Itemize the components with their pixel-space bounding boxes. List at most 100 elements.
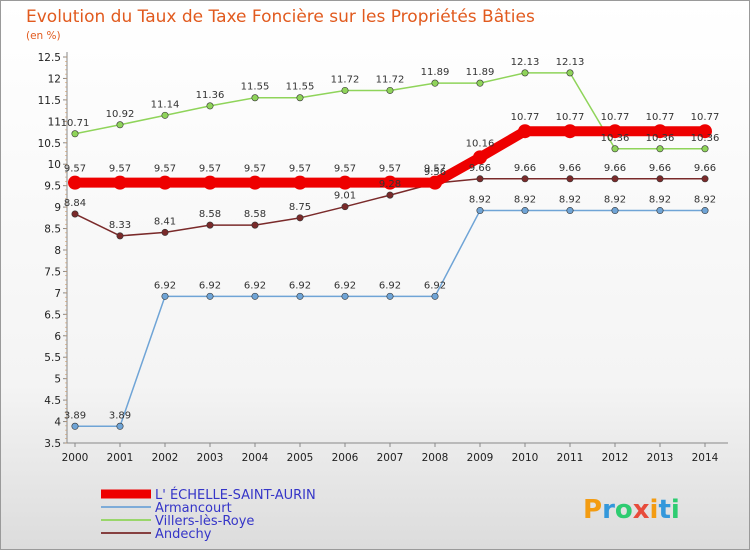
data-point — [383, 175, 397, 190]
data-point — [161, 292, 169, 300]
data-label: 9.57 — [109, 164, 131, 175]
data-label: 8.58 — [199, 209, 221, 220]
data-label: 9.66 — [559, 163, 581, 174]
data-label: 9.66 — [469, 163, 491, 174]
y-tick-label: 11.5 — [38, 95, 61, 107]
data-label: 11.55 — [286, 82, 315, 93]
x-tick-label: 2014 — [692, 452, 719, 464]
y-tick-label: 5.5 — [44, 352, 61, 364]
x-tick-label: 2001 — [107, 452, 134, 464]
data-label: 11.72 — [331, 74, 360, 85]
data-point — [701, 175, 709, 183]
data-point — [521, 175, 529, 183]
data-label: 11.89 — [466, 67, 495, 78]
data-label: 8.92 — [514, 195, 536, 206]
data-label: 8.41 — [154, 216, 176, 227]
x-tick-label: 2011 — [557, 452, 584, 464]
data-label: 8.92 — [604, 195, 626, 206]
axes: 3.544.555.566.577.588.599.51010.51111.51… — [38, 52, 728, 464]
series-points — [68, 69, 712, 430]
data-label: 9.57 — [64, 164, 86, 175]
proxiti-logo: Proxiti — [583, 495, 680, 525]
data-label: 9.57 — [379, 164, 401, 175]
data-label: 10.36 — [601, 133, 630, 144]
data-label: 10.77 — [601, 112, 630, 123]
y-tick-label: 4.5 — [44, 395, 61, 407]
data-point — [386, 292, 394, 300]
x-tick-label: 2004 — [242, 452, 269, 464]
data-point — [473, 150, 487, 165]
data-point — [116, 121, 124, 129]
data-label: 8.58 — [244, 209, 266, 220]
y-tick-label: 12.5 — [38, 52, 61, 64]
data-label: 12.13 — [511, 57, 540, 68]
data-label: 9.01 — [334, 191, 356, 202]
data-label: 6.92 — [244, 280, 266, 291]
data-label: 12.13 — [556, 57, 585, 68]
data-label: 10.71 — [61, 118, 90, 129]
data-label: 9.57 — [289, 164, 311, 175]
data-label: 9.28 — [379, 179, 401, 190]
legend: L' ÉCHELLE-SAINT-AURINArmancourtVillers-… — [101, 487, 316, 542]
logo-text: Proxiti — [583, 495, 680, 525]
data-point — [71, 130, 79, 138]
y-tick-label: 5 — [54, 374, 61, 386]
data-label: 8.92 — [469, 195, 491, 206]
data-point — [341, 292, 349, 300]
data-point — [341, 203, 349, 211]
data-label: 10.92 — [106, 109, 135, 120]
data-point — [611, 175, 619, 183]
data-point — [566, 207, 574, 215]
data-point — [293, 175, 307, 190]
legend-label: Villers-lès-Roye — [155, 514, 254, 529]
data-label: 9.57 — [154, 164, 176, 175]
data-point — [476, 79, 484, 87]
x-tick-label: 2009 — [467, 452, 494, 464]
data-label: 10.36 — [646, 133, 675, 144]
data-label: 10.77 — [691, 112, 720, 123]
data-point — [566, 175, 574, 183]
data-point — [203, 175, 217, 190]
data-point — [113, 175, 127, 190]
data-point — [656, 145, 664, 153]
y-tick-label: 10.5 — [38, 138, 61, 150]
y-tick-label: 9.5 — [44, 181, 61, 193]
data-label: 6.92 — [379, 280, 401, 291]
series-line-1 — [75, 209, 705, 428]
data-point — [653, 124, 667, 139]
data-point — [161, 111, 169, 119]
data-label: 9.66 — [694, 163, 716, 174]
x-tick-label: 2006 — [332, 452, 359, 464]
y-tick-label: 10 — [48, 159, 61, 171]
legend-label: Andechy — [155, 527, 212, 542]
y-tick-label: 6.5 — [44, 309, 61, 321]
chart-subtitle: (en %) — [26, 30, 61, 42]
x-tick-label: 2013 — [647, 452, 674, 464]
data-point — [566, 69, 574, 77]
data-label: 6.92 — [199, 280, 221, 291]
data-point — [158, 175, 172, 190]
data-point — [206, 102, 214, 110]
data-label: 8.84 — [64, 198, 86, 209]
data-label: 10.77 — [511, 112, 540, 123]
data-label: 11.72 — [376, 74, 405, 85]
x-tick-label: 2000 — [62, 452, 89, 464]
data-point — [428, 175, 442, 190]
data-point — [71, 422, 79, 430]
data-label: 10.36 — [691, 133, 720, 144]
y-tick-label: 3.5 — [44, 438, 61, 450]
data-label: 11.55 — [241, 82, 270, 93]
data-point — [386, 191, 394, 199]
x-tick-label: 2007 — [377, 452, 404, 464]
y-tick-label: 4 — [54, 417, 61, 429]
y-tick-label: 9 — [54, 202, 61, 214]
data-point — [521, 207, 529, 215]
y-tick-label: 8 — [54, 245, 61, 257]
data-point — [476, 207, 484, 215]
data-label: 11.14 — [151, 99, 180, 110]
data-point — [206, 292, 214, 300]
y-tick-label: 7.5 — [44, 266, 61, 278]
data-point — [701, 145, 709, 153]
